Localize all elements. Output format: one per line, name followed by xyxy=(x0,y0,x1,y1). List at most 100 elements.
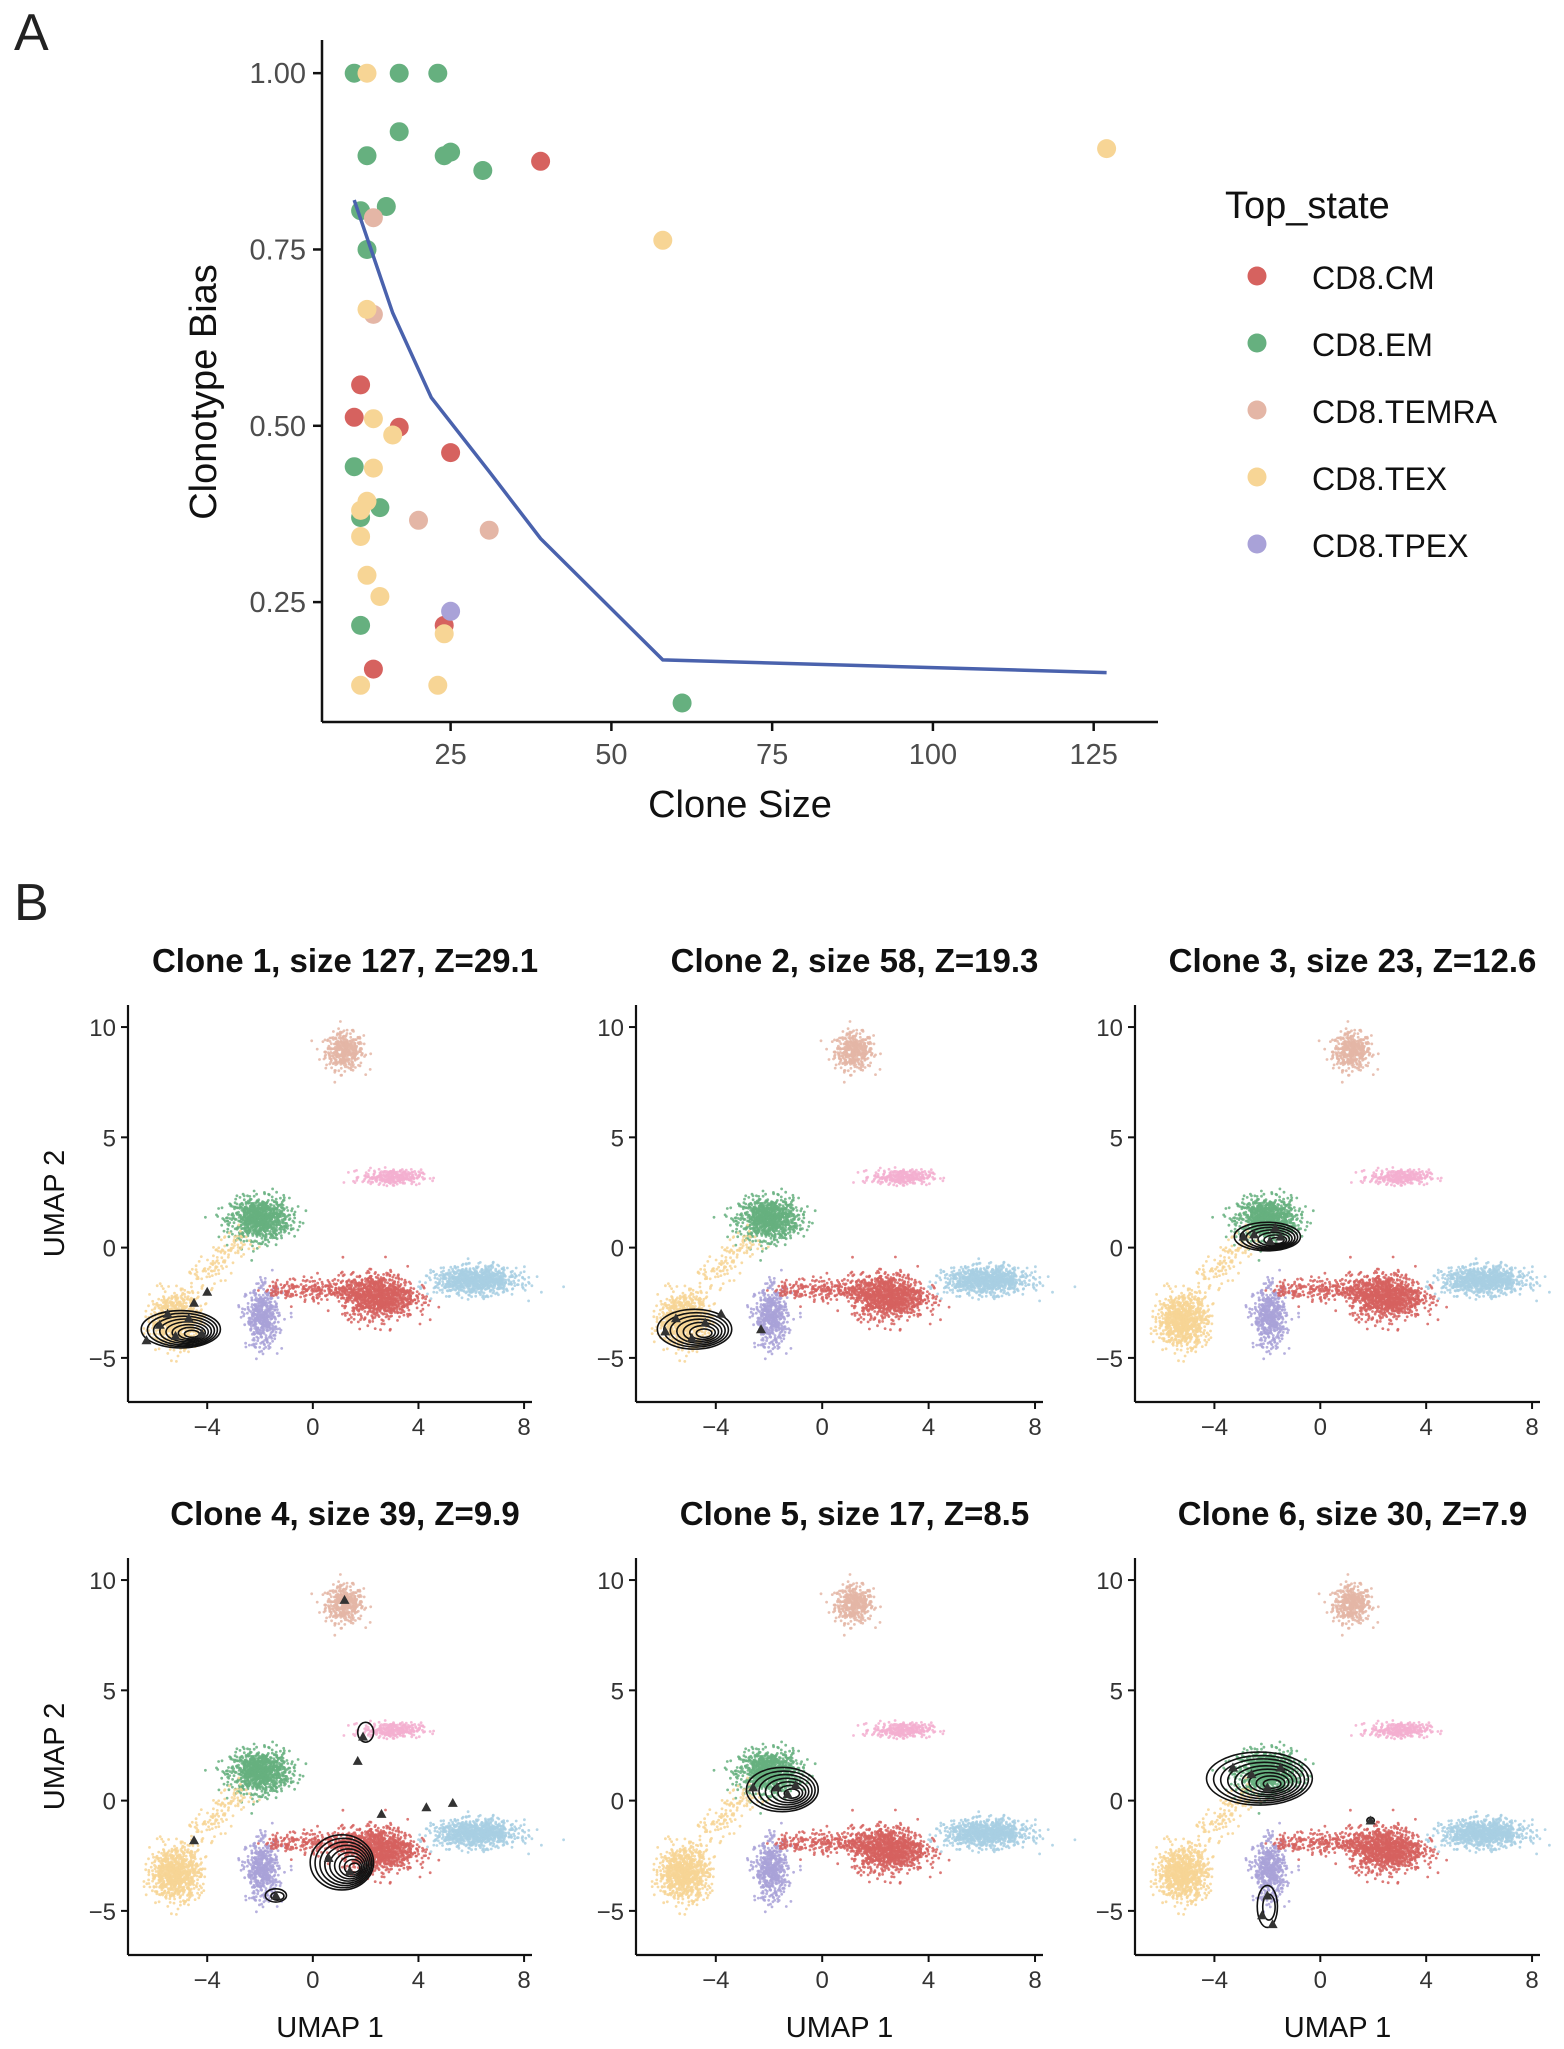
cell-1-1614 xyxy=(378,1168,381,1171)
cell-1-3602 xyxy=(487,1265,490,1268)
cell-1-3577 xyxy=(489,1277,492,1280)
point-3-9 xyxy=(351,527,370,546)
cell-1-1031 xyxy=(234,1201,237,1204)
cell-1-3542 xyxy=(429,1279,432,1282)
cell-1-2198 xyxy=(437,1306,440,1309)
cell-1-538 xyxy=(305,1209,308,1212)
cell-1-3439 xyxy=(464,1270,467,1273)
y-tick-label-0: 0.25 xyxy=(250,587,306,619)
cell-1-2708 xyxy=(358,1297,361,1300)
cell-1-2124 xyxy=(381,1322,384,1325)
cell-1-3199 xyxy=(492,1272,495,1275)
cell-1-1665 xyxy=(369,1177,372,1180)
cell-1-2406 xyxy=(376,1280,379,1283)
cell-1-2595 xyxy=(360,1300,363,1303)
cell-1-1579 xyxy=(374,1179,377,1182)
point-2-2 xyxy=(409,511,428,530)
cell-1-2498 xyxy=(391,1308,394,1311)
cell-1-1903 xyxy=(380,1312,383,1315)
cell-1-2666 xyxy=(402,1301,405,1304)
cell-1-2581 xyxy=(407,1315,410,1318)
cell-1-1362 xyxy=(289,1217,292,1220)
cell-1-2423 xyxy=(390,1270,393,1273)
cell-1-1223 xyxy=(275,1191,278,1194)
cell-1-1358 xyxy=(241,1227,244,1230)
cell-1-2371 xyxy=(417,1300,420,1303)
cell-1-1597 xyxy=(381,1178,384,1181)
panel-label-b: B xyxy=(14,874,49,932)
cell-1-272 xyxy=(356,1052,359,1055)
cell-1-2673 xyxy=(370,1306,373,1309)
cell-1-2522 xyxy=(373,1304,376,1307)
cell-1-326 xyxy=(342,1035,345,1038)
legend-key-0 xyxy=(1248,267,1267,286)
cell-1-2545 xyxy=(416,1290,419,1293)
cell-1-1351 xyxy=(258,1219,261,1222)
cell-1-2280 xyxy=(384,1256,387,1259)
cell-1-1322 xyxy=(302,1222,305,1225)
cell-1-242 xyxy=(351,1061,354,1064)
cell-1-571 xyxy=(288,1197,291,1200)
cell-1-714 xyxy=(231,1233,234,1236)
cell-1-1365 xyxy=(245,1230,248,1233)
cell-1-1320 xyxy=(255,1227,258,1230)
cell-1-3572 xyxy=(438,1274,441,1277)
cell-1-375 xyxy=(345,1063,348,1066)
cell-1-1202 xyxy=(280,1234,283,1237)
cell-1-2692 xyxy=(375,1314,378,1317)
cell-1-3331 xyxy=(483,1292,486,1295)
cell-1-796 xyxy=(291,1207,294,1210)
cell-1-3347 xyxy=(419,1287,422,1290)
cell-1-339 xyxy=(328,1055,331,1058)
cell-1-185 xyxy=(364,1054,367,1057)
cell-1-3084 xyxy=(517,1283,520,1286)
cell-1-3836 xyxy=(157,1298,160,1301)
cell-1-1281 xyxy=(282,1194,285,1197)
cell-1-1616 xyxy=(356,1176,359,1179)
cell-1-1367 xyxy=(286,1209,289,1212)
cell-1-3512 xyxy=(460,1270,463,1273)
cell-1-2576 xyxy=(422,1285,425,1288)
cell-1-1338 xyxy=(254,1204,257,1207)
cell-1-3583 xyxy=(433,1287,436,1290)
cell-1-1278 xyxy=(231,1212,234,1215)
cell-1-1348 xyxy=(259,1227,262,1230)
cell-1-388 xyxy=(344,1054,347,1057)
cell-1-1855 xyxy=(427,1304,430,1307)
cell-1-3586 xyxy=(489,1273,492,1276)
cell-1-1658 xyxy=(386,1184,389,1187)
cell-1-1324 xyxy=(243,1208,246,1211)
x-tick-label-0: 25 xyxy=(434,739,466,771)
cell-1-1260 xyxy=(242,1193,245,1196)
cell-1-2631 xyxy=(404,1293,407,1296)
cell-1-3330 xyxy=(429,1269,432,1272)
cell-1-3598 xyxy=(470,1279,473,1282)
cell-1-365 xyxy=(335,1041,338,1044)
cell-1-3559 xyxy=(467,1288,470,1291)
cell-1-2489 xyxy=(349,1314,352,1317)
point-1-11 xyxy=(345,457,364,476)
cell-1-1474 xyxy=(393,1184,396,1187)
point-0-6 xyxy=(364,660,383,679)
cell-1-1282 xyxy=(275,1215,278,1218)
cell-1-1270 xyxy=(253,1229,256,1232)
cell-1-3244 xyxy=(469,1291,472,1294)
cell-1-1364 xyxy=(261,1222,264,1225)
cell-1-186 xyxy=(360,1062,363,1065)
cell-1-310 xyxy=(361,1053,364,1056)
cell-1-1347 xyxy=(255,1209,258,1212)
cell-1-2558 xyxy=(401,1298,404,1301)
cell-1-1360 xyxy=(266,1216,269,1219)
cell-1-1218 xyxy=(284,1216,287,1219)
cell-1-3548 xyxy=(502,1273,505,1276)
cell-1-2466 xyxy=(356,1275,359,1278)
cell-1-3059 xyxy=(472,1267,475,1270)
cell-1-404 xyxy=(330,1037,333,1040)
cell-1-1526 xyxy=(410,1168,413,1171)
cell-1-3717 xyxy=(158,1347,161,1350)
cell-1-3567 xyxy=(484,1267,487,1270)
cell-1-1352 xyxy=(259,1230,262,1233)
point-1-2 xyxy=(428,64,447,83)
cell-1-1546 xyxy=(429,1177,432,1180)
